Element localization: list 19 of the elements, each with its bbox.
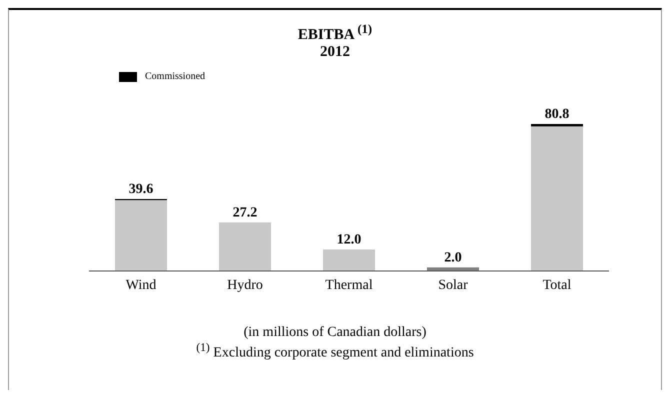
bar: [219, 222, 271, 271]
data-label: 80.8: [544, 107, 570, 122]
data-label: 39.6: [128, 182, 154, 198]
chart-subtitle: 2012: [319, 44, 351, 61]
data-label: 27.2: [232, 205, 258, 220]
text: $^{(1)}$ Excluding corporate segment and eliminations: [195, 341, 475, 362]
bar: [323, 250, 375, 271]
legend-label: Commissioned: [144, 71, 206, 82]
text: (in millions of Canadian dollars): [242, 325, 428, 341]
data-label: 2.0: [444, 250, 462, 266]
bar: [531, 126, 583, 271]
chart-title: EBITBA $^{(1)}$: [296, 22, 374, 44]
x-tick-label: Hydro: [227, 278, 263, 293]
bar: [115, 200, 167, 271]
x-tick-label: Solar: [438, 278, 468, 293]
x-tick-label: Thermal: [325, 278, 373, 293]
x-tick-label: Total: [542, 278, 572, 293]
x-tick-label: Wind: [126, 278, 156, 293]
data-label: 12.0: [336, 232, 362, 248]
